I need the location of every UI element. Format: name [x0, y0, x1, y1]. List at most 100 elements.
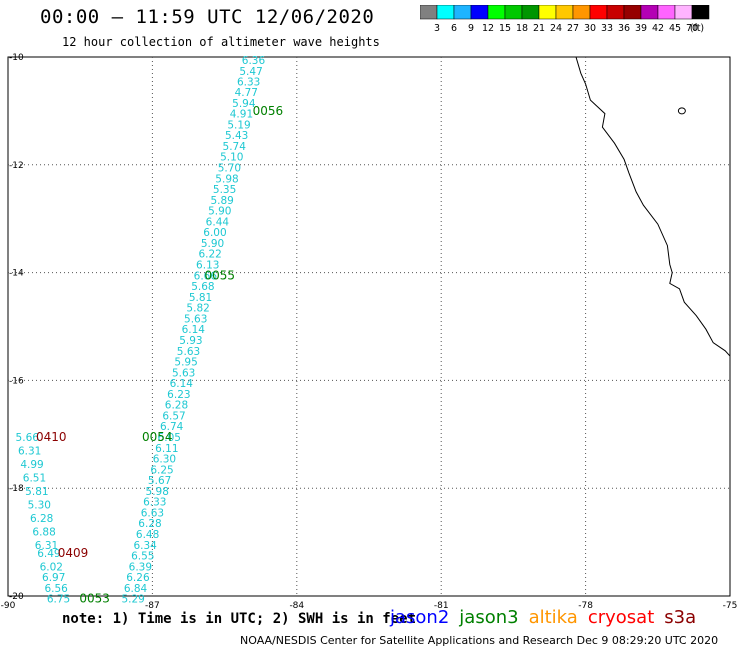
swh-value: 6.39 [129, 561, 152, 573]
colorbar-label: 42 [652, 23, 664, 34]
lon-tick-label: -84 [289, 601, 304, 610]
colorbar-label: 36 [618, 23, 630, 34]
swh-value: 6.11 [155, 443, 178, 455]
color-scale-legend: 3 6 9 12 15 18 21 24 27 30 33 36 39 42 45 70(ft) [420, 5, 710, 34]
time-label: 0053 [79, 592, 110, 606]
swh-value: 5.43 [225, 130, 248, 142]
swh-value: 5.81 [189, 292, 212, 304]
colorbar-label: 33 [601, 23, 613, 34]
lon-tick-label: -87 [145, 601, 160, 610]
colorbar-unit: (ft) [690, 23, 704, 34]
swh-value: 6.00 [203, 227, 226, 239]
swh-value: 6.44 [206, 216, 230, 228]
swh-value: 5.35 [213, 184, 236, 196]
swh-value: 5.89 [210, 195, 233, 207]
swh-value: 5.63 [177, 346, 200, 358]
mission-s3a: s3a [664, 607, 697, 628]
swh-value: 5.19 [227, 119, 250, 131]
mission-jason3: jason3 [459, 607, 519, 628]
mission-jason2: jason2 [390, 607, 450, 628]
swh-value: 6.63 [141, 507, 164, 519]
map-frame [7, 56, 731, 597]
swh-value: 6.88 [32, 526, 55, 538]
time-label: 0409 [58, 546, 89, 560]
swh-value: 6.28 [165, 400, 188, 412]
swh-value: 6.51 [23, 472, 46, 484]
swh-value: 4.99 [20, 459, 43, 471]
swh-value: 4.77 [235, 87, 258, 99]
swh-value: 5.90 [208, 206, 231, 218]
colorbar-label: 21 [533, 23, 545, 34]
swh-value: 5.70 [218, 162, 241, 174]
time-label: 0056 [253, 104, 284, 118]
footer-note: note: 1) Time is in UTC; 2) SWH is in fe… [62, 611, 417, 627]
colorbar-label: 12 [482, 23, 494, 34]
swh-value: 6.30 [153, 454, 176, 466]
mission-cryosat: cryosat [587, 607, 655, 628]
swh-value: 6.14 [182, 324, 206, 336]
colorbar-label: 24 [550, 23, 562, 34]
swh-value: 6.84 [124, 583, 148, 595]
lat-tick-label: -16 [9, 376, 24, 386]
colorbar-label: 45 [669, 23, 681, 34]
colorbar-label: 30 [584, 23, 596, 34]
swh-value: 5.95 [174, 357, 197, 369]
coastline [575, 56, 731, 357]
swh-value: 5.81 [25, 486, 48, 498]
swh-value: 6.31 [18, 445, 41, 457]
lat-tick-label: -10 [9, 53, 24, 63]
colorbar-label: 39 [635, 23, 647, 34]
swh-value: 4.91 [230, 109, 253, 121]
swh-value: 6.97 [42, 572, 65, 584]
colorbar-swatch [691, 5, 710, 20]
swh-value: 6.56 [44, 583, 68, 595]
colorbar-label: 18 [516, 23, 528, 34]
swh-value: 5.98 [146, 486, 169, 498]
swh-value: 6.23 [167, 389, 190, 401]
time-label: 0410 [36, 430, 67, 444]
swh-value: 6.02 [40, 561, 63, 573]
colorbar-label: 6 [451, 23, 457, 34]
mission-legend: jason2 jason3 altika cryosat s3a [390, 607, 706, 628]
chart-subtitle: 12 hour collection of altimeter wave hei… [62, 35, 380, 49]
swh-value: 6.49 [37, 548, 60, 560]
swh-value: 5.90 [201, 238, 224, 250]
mission-altika: altika [528, 607, 578, 628]
island [677, 107, 686, 115]
colorbar-label: 9 [468, 23, 474, 34]
credit-line: NOAA/NESDIS Center for Satellite Applica… [240, 634, 719, 647]
swh-value: 6.74 [160, 421, 184, 433]
time-label: 0055 [205, 268, 236, 282]
lon-tick-label: -75 [723, 601, 738, 610]
swh-value: 6.22 [198, 249, 221, 261]
colorbar-label: 15 [499, 23, 511, 34]
swh-value: 5.29 [121, 594, 144, 606]
swh-value: 5.98 [215, 173, 238, 185]
swh-value: 5.74 [223, 141, 247, 153]
swh-value: 6.25 [150, 464, 173, 476]
swh-value: 5.67 [148, 475, 171, 487]
lon-tick-label: -90 [1, 601, 16, 610]
swh-value: 6.75 [47, 594, 70, 606]
swh-value: 5.94 [232, 98, 256, 110]
swh-value: 5.30 [28, 499, 51, 511]
swh-value: 6.28 [30, 513, 53, 525]
lat-tick-label: -18 [9, 484, 24, 494]
lat-tick-label: -14 [9, 269, 24, 279]
swh-value: 6.33 [143, 497, 166, 509]
swh-value: 5.10 [220, 152, 243, 164]
colorbar-label: 3 [434, 23, 440, 34]
lon-tick-label: -81 [434, 601, 449, 610]
swh-value: 6.48 [136, 529, 159, 541]
swh-value: 6.05 [158, 432, 181, 444]
swh-value: 6.26 [126, 572, 150, 584]
lat-tick-label: -12 [9, 161, 24, 171]
swh-value: 5.47 [239, 66, 262, 78]
swh-value: 6.66 [194, 270, 218, 282]
lon-tick-label: -78 [578, 601, 593, 610]
colorbar-label: 70 [686, 23, 698, 34]
swh-value: 5.82 [186, 303, 209, 315]
time-label: 0054 [142, 430, 173, 444]
colorbar-label: 27 [567, 23, 579, 34]
lat-tick-label: -20 [9, 592, 24, 602]
